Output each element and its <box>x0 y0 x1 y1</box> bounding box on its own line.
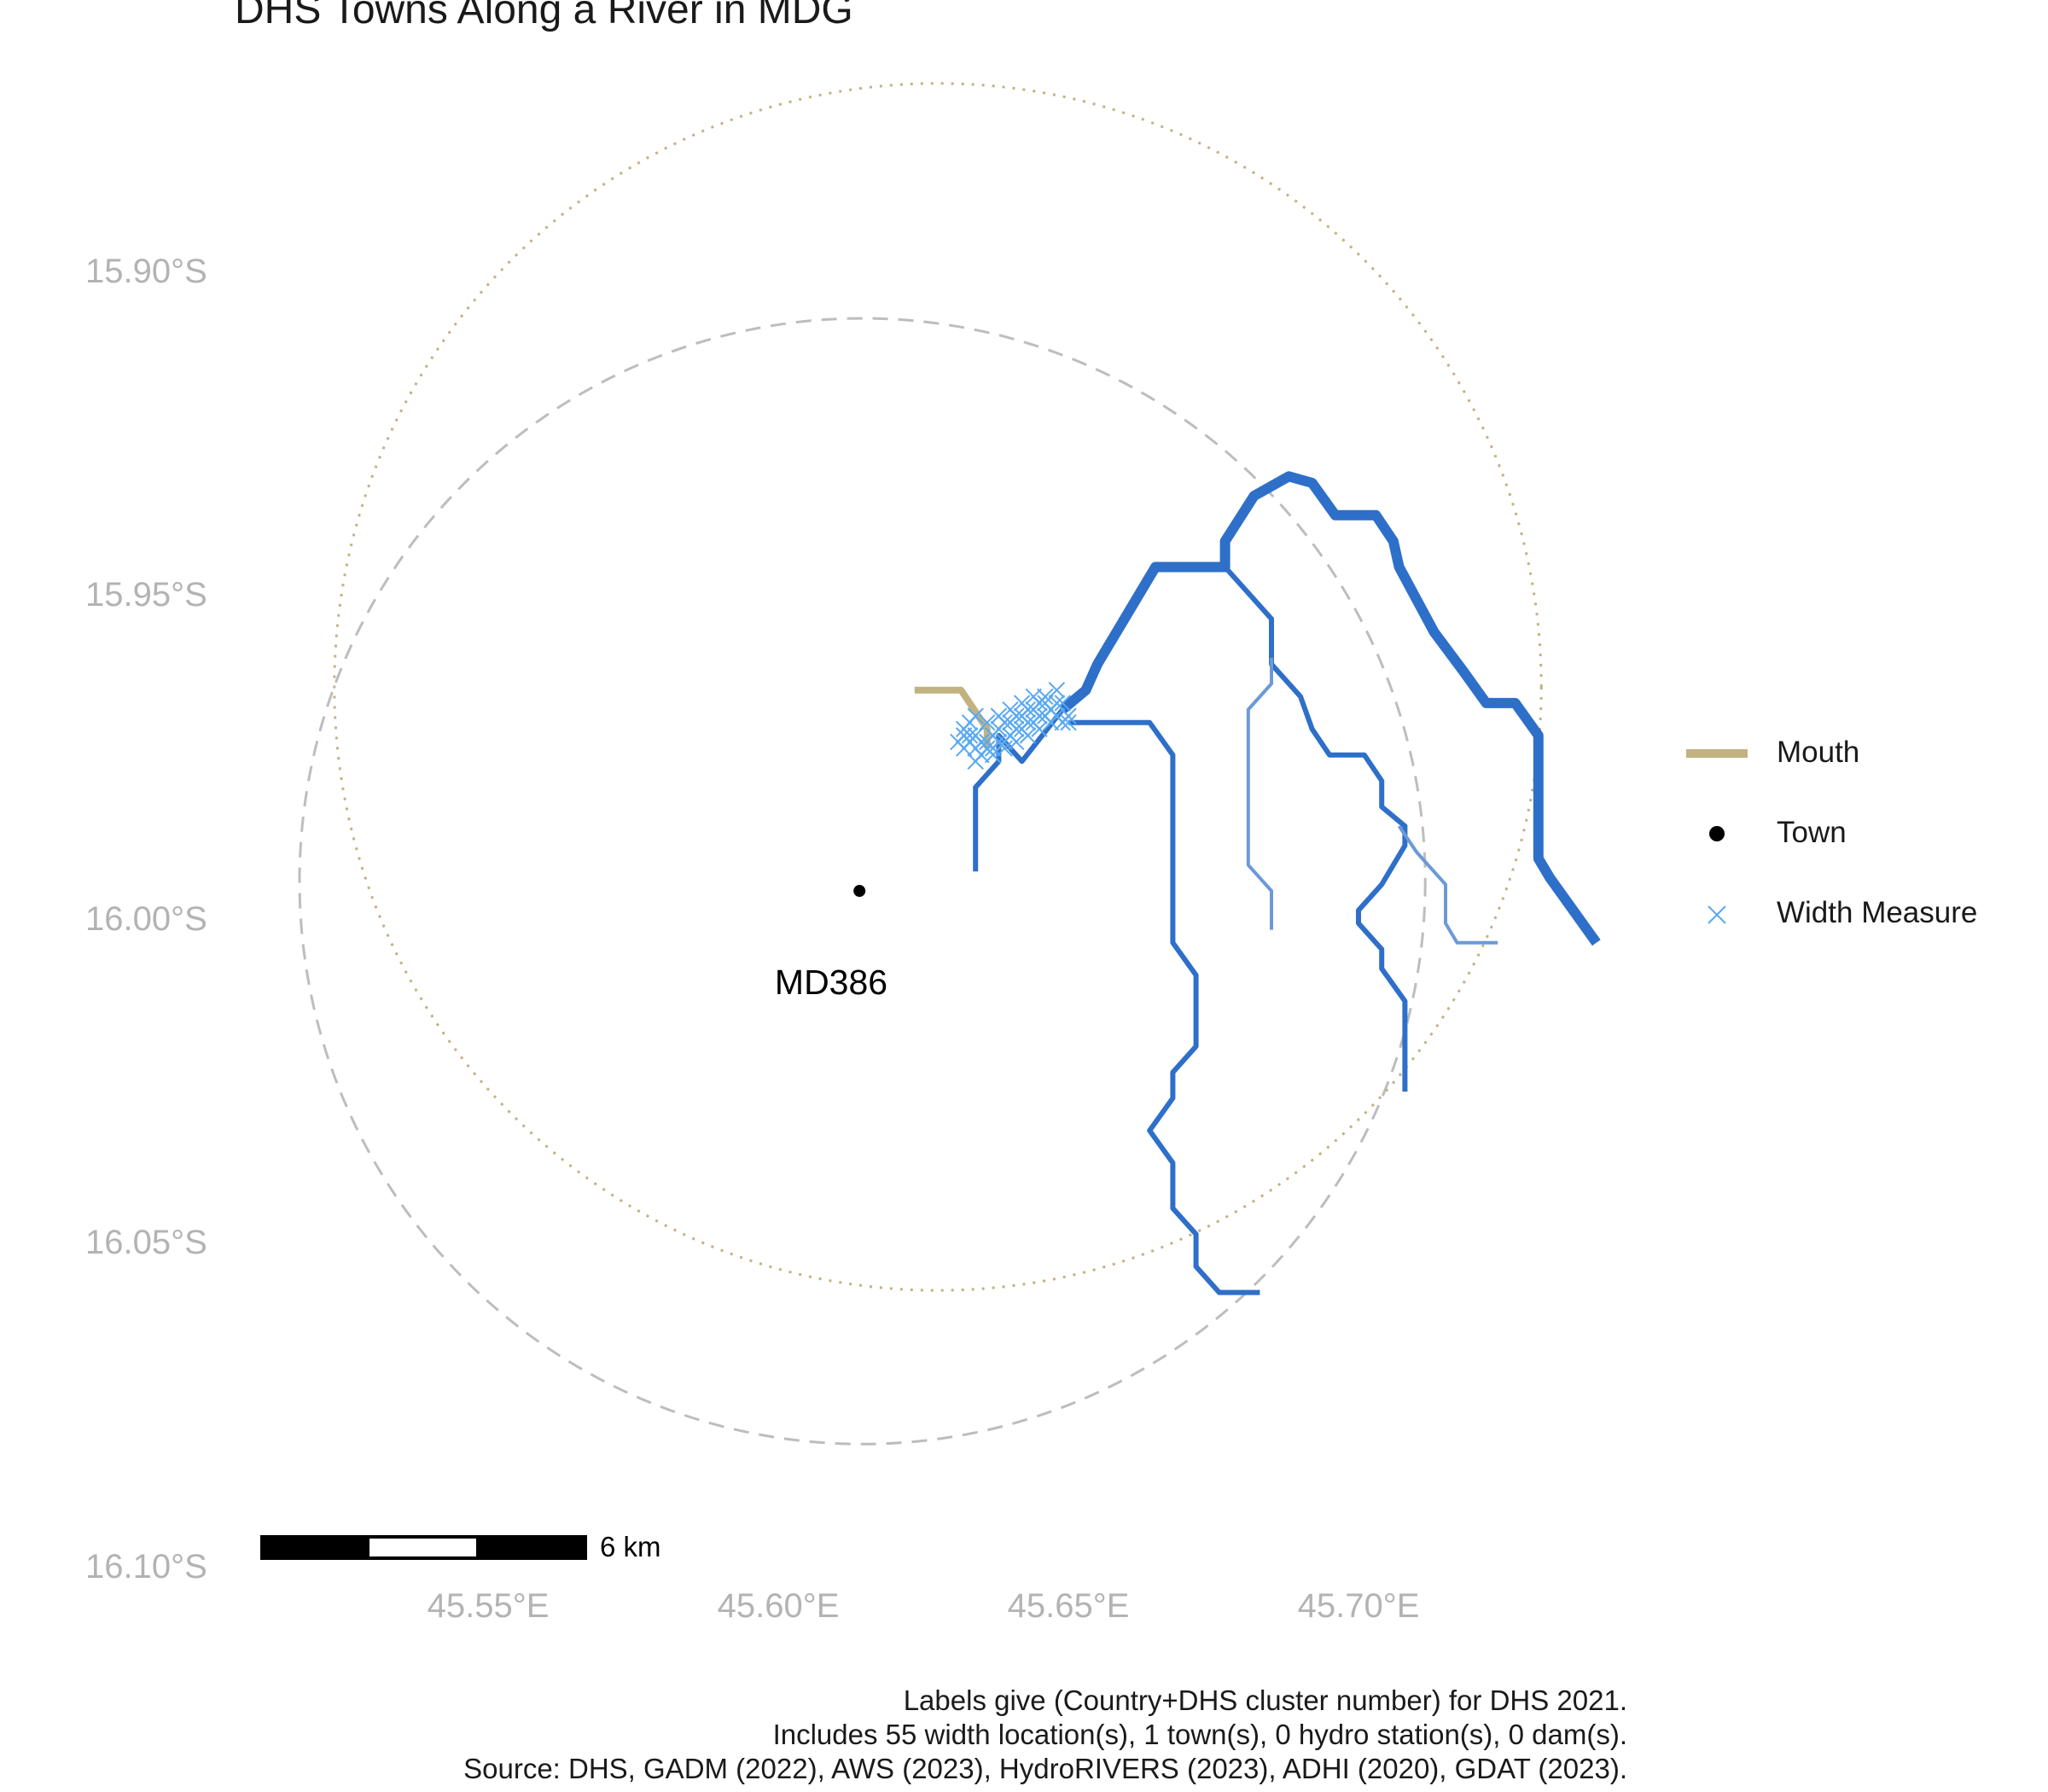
river-mouth <box>914 686 991 749</box>
width-measure-point <box>1042 714 1060 731</box>
legend-label-town: Town <box>1777 816 1847 849</box>
buffer-circles <box>298 82 1543 1446</box>
y-tick-label: 15.90°S <box>85 253 207 290</box>
width-measure-point <box>979 714 996 731</box>
x-tick-label: 45.60°E <box>717 1587 840 1625</box>
width-measure-point <box>1031 720 1048 738</box>
x-tick-label: 45.70°E <box>1297 1587 1420 1625</box>
river-segment <box>1059 471 1601 946</box>
width-measure-point <box>961 727 979 744</box>
town-points <box>853 885 866 898</box>
river-segment <box>1223 565 1408 1092</box>
y-tick-label: 16.05°S <box>85 1224 207 1261</box>
town-label: MD386 <box>774 963 888 1002</box>
river-network <box>973 471 1601 1295</box>
x-tick-label: 45.55°E <box>427 1587 550 1625</box>
width-measure-point <box>1037 688 1054 706</box>
river-segment <box>1246 657 1273 930</box>
legend-label-width-measure: Width Measure <box>1777 896 1978 929</box>
width-measure-point <box>1013 695 1031 712</box>
legend-key-width-measure <box>1708 905 1726 924</box>
scale-bar <box>260 1535 587 1560</box>
legend-keys <box>1686 749 1748 924</box>
caption-line: Labels give (Country+DHS cluster number)… <box>903 1684 1627 1716</box>
width-measure-point <box>1002 701 1019 719</box>
width-measure-point <box>1048 695 1066 712</box>
width-measure-point <box>1054 695 1071 712</box>
width-measure-point <box>1060 714 1077 731</box>
width-measure-point <box>990 707 1008 724</box>
width-measure-point <box>996 733 1013 751</box>
scale-bar-white-segment <box>369 1539 476 1556</box>
width-measure-point <box>967 753 984 770</box>
width-measure-points <box>950 682 1077 770</box>
width-measure-point <box>1048 682 1066 699</box>
caption: Labels give (Country+DHS cluster number)… <box>463 1684 1627 1786</box>
x-tick-label: 45.65°E <box>1007 1587 1130 1625</box>
width-measure-point <box>984 746 1002 764</box>
width-measure-point <box>1008 733 1025 751</box>
width-measure-point <box>1019 727 1037 744</box>
y-tick-label: 16.00°S <box>85 900 207 938</box>
width-measure-point <box>955 740 973 757</box>
y-tick-label: 15.95°S <box>85 576 207 614</box>
search-radius-circle <box>298 317 1427 1446</box>
legend-key-town <box>1709 826 1725 841</box>
width-measure-point <box>984 740 1002 757</box>
width-measure-point <box>1060 707 1077 724</box>
town-point <box>853 885 866 898</box>
mouth-radius-circle <box>333 82 1543 1292</box>
width-measure-point <box>1025 688 1042 706</box>
mouth-segment <box>914 686 991 749</box>
caption-line: Includes 55 width location(s), 1 town(s)… <box>772 1719 1627 1750</box>
y-tick-label: 16.10°S <box>85 1548 207 1585</box>
river-segment <box>1068 719 1260 1295</box>
caption-line: Source: DHS, GADM (2022), AWS (2023), Hy… <box>463 1753 1627 1784</box>
map-title: DHS Towns Along a River in MDG <box>235 0 853 32</box>
width-measure-point <box>996 740 1013 757</box>
scale-bar-label: 6 km <box>600 1531 661 1562</box>
legend-label-mouth: Mouth <box>1777 736 1860 769</box>
river-segment <box>1397 824 1498 945</box>
width-measure-point <box>967 707 984 724</box>
